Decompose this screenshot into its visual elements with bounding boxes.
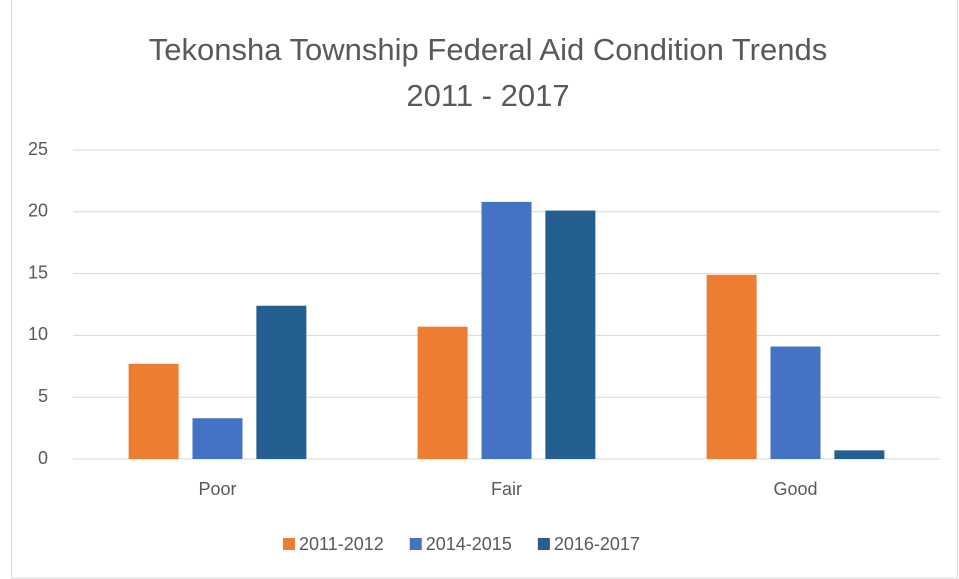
bar — [128, 363, 179, 459]
x-tick-label: Poor — [198, 479, 236, 499]
legend-label: 2014-2015 — [426, 534, 512, 554]
legend-swatch — [283, 538, 295, 550]
bar — [192, 418, 243, 459]
bar — [770, 346, 821, 459]
y-tick-label: 25 — [28, 139, 48, 159]
legend-swatch — [537, 538, 550, 550]
legend-label: 2016-2017 — [554, 534, 640, 554]
bar — [417, 326, 468, 459]
y-tick-label: 15 — [28, 262, 48, 282]
x-tick-label: Good — [773, 479, 817, 499]
bar — [256, 305, 307, 459]
x-tick-label: Fair — [491, 479, 522, 499]
y-tick-label: 0 — [38, 448, 48, 468]
bar — [834, 450, 885, 459]
legend-swatch — [409, 538, 422, 550]
chart-title: Tekonsha Township Federal Aid Condition … — [149, 32, 827, 67]
legend-label: 2011-2012 — [299, 534, 384, 554]
y-tick-label: 20 — [28, 201, 48, 221]
bar — [481, 201, 532, 460]
y-tick-label: 10 — [28, 324, 48, 344]
bar — [706, 274, 757, 459]
y-tick-label: 5 — [38, 386, 48, 406]
chart-subtitle: 2011 - 2017 — [406, 78, 569, 113]
bar — [545, 210, 596, 459]
